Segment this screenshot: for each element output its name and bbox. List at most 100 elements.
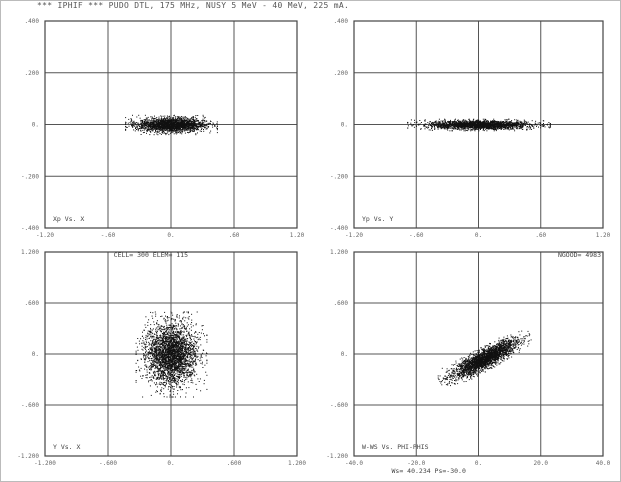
- particle-point: [518, 122, 520, 124]
- particle-point: [507, 125, 509, 127]
- particle-point: [175, 128, 177, 130]
- particle-point: [173, 370, 175, 372]
- particle-point: [216, 121, 218, 123]
- particle-point: [523, 122, 525, 124]
- particle-point: [516, 123, 518, 125]
- particle-point: [475, 122, 477, 124]
- particle-point: [150, 126, 152, 128]
- particle-point: [143, 120, 145, 122]
- y-tick-label: -.400: [330, 225, 348, 232]
- particle-point: [144, 122, 146, 124]
- particle-point: [442, 121, 444, 123]
- particle-point: [181, 119, 183, 121]
- particle-point: [476, 122, 478, 124]
- particle-point: [433, 126, 435, 128]
- particle-point: [481, 123, 483, 124]
- particle-point: [173, 126, 175, 128]
- particle-point: [470, 125, 472, 127]
- particle-point: [198, 125, 200, 127]
- particle-point: [186, 117, 188, 119]
- particle-point: [186, 129, 188, 130]
- x-tick-label: -.600: [99, 460, 117, 467]
- particle-point: [424, 119, 426, 121]
- particle-point: [430, 129, 432, 131]
- particle-point: [418, 124, 420, 126]
- particle-point: [174, 121, 176, 123]
- particle-point: [171, 131, 173, 133]
- particle-point: [152, 312, 154, 314]
- particle-point: [188, 122, 190, 124]
- particle-point: [154, 127, 156, 129]
- particle-point: [521, 127, 523, 128]
- particle-point: [514, 125, 516, 127]
- particle-point: [469, 127, 471, 129]
- particle-point: [186, 123, 188, 125]
- particle-point: [146, 131, 148, 132]
- particle-point: [470, 120, 472, 122]
- particle-point: [156, 123, 158, 125]
- particle-point: [452, 126, 454, 128]
- particle-point: [479, 122, 481, 123]
- particle-point: [519, 127, 521, 129]
- particle-point: [466, 122, 468, 124]
- particle-point: [175, 133, 177, 135]
- particle-point: [497, 128, 499, 129]
- particle-point: [472, 121, 474, 123]
- particle-point: [475, 127, 477, 129]
- particle-point: [192, 124, 194, 126]
- particle-point: [130, 120, 132, 122]
- particle-point: [509, 124, 510, 125]
- particle-point: [157, 134, 159, 136]
- particle-point: [543, 125, 544, 127]
- particle-point: [190, 349, 192, 351]
- particle-point: [447, 120, 449, 122]
- particle-point: [199, 125, 201, 127]
- particle-point: [515, 128, 517, 130]
- particle-point: [187, 120, 189, 122]
- particle-point: [499, 124, 501, 126]
- particle-point: [216, 129, 218, 131]
- particle-point: [168, 121, 170, 123]
- particle-point: [485, 128, 486, 130]
- particle-point: [167, 129, 169, 131]
- particle-point: [474, 123, 475, 125]
- particle-point: [449, 124, 451, 126]
- particle-point: [444, 128, 446, 130]
- particle-point: [197, 339, 199, 341]
- particle-point: [193, 122, 195, 123]
- particle-point: [483, 121, 485, 123]
- particle-point: [433, 122, 435, 124]
- particle-point: [141, 119, 143, 121]
- particle-point: [152, 117, 154, 119]
- particle-point: [507, 128, 509, 130]
- particle-point: [544, 126, 546, 128]
- particle-point: [139, 126, 141, 128]
- y-tick-label: -.200: [330, 173, 348, 180]
- particle-point: [446, 128, 448, 130]
- particle-cloud: [125, 114, 218, 136]
- particle-point: [424, 124, 426, 126]
- particle-point: [177, 126, 179, 128]
- particle-point: [166, 324, 168, 326]
- particle-point: [187, 381, 189, 383]
- particle-point: [163, 129, 165, 131]
- particle-point: [184, 116, 186, 118]
- particle-point: [172, 120, 174, 122]
- particle-point: [527, 121, 529, 123]
- particle-point: [168, 121, 170, 122]
- particle-point: [155, 125, 157, 127]
- particle-point: [170, 122, 172, 124]
- particle-point: [489, 126, 491, 128]
- particle-point: [448, 126, 449, 128]
- particle-point: [427, 127, 429, 129]
- particle-point: [457, 122, 459, 124]
- particle-point: [478, 126, 480, 128]
- particle-point: [534, 122, 536, 124]
- particle-point: [202, 114, 204, 116]
- particle-point: [158, 125, 160, 127]
- particle-point: [469, 125, 471, 127]
- particle-point: [158, 121, 160, 123]
- particle-point: [162, 130, 164, 132]
- particle-point: [523, 124, 525, 125]
- particle-point: [458, 126, 460, 128]
